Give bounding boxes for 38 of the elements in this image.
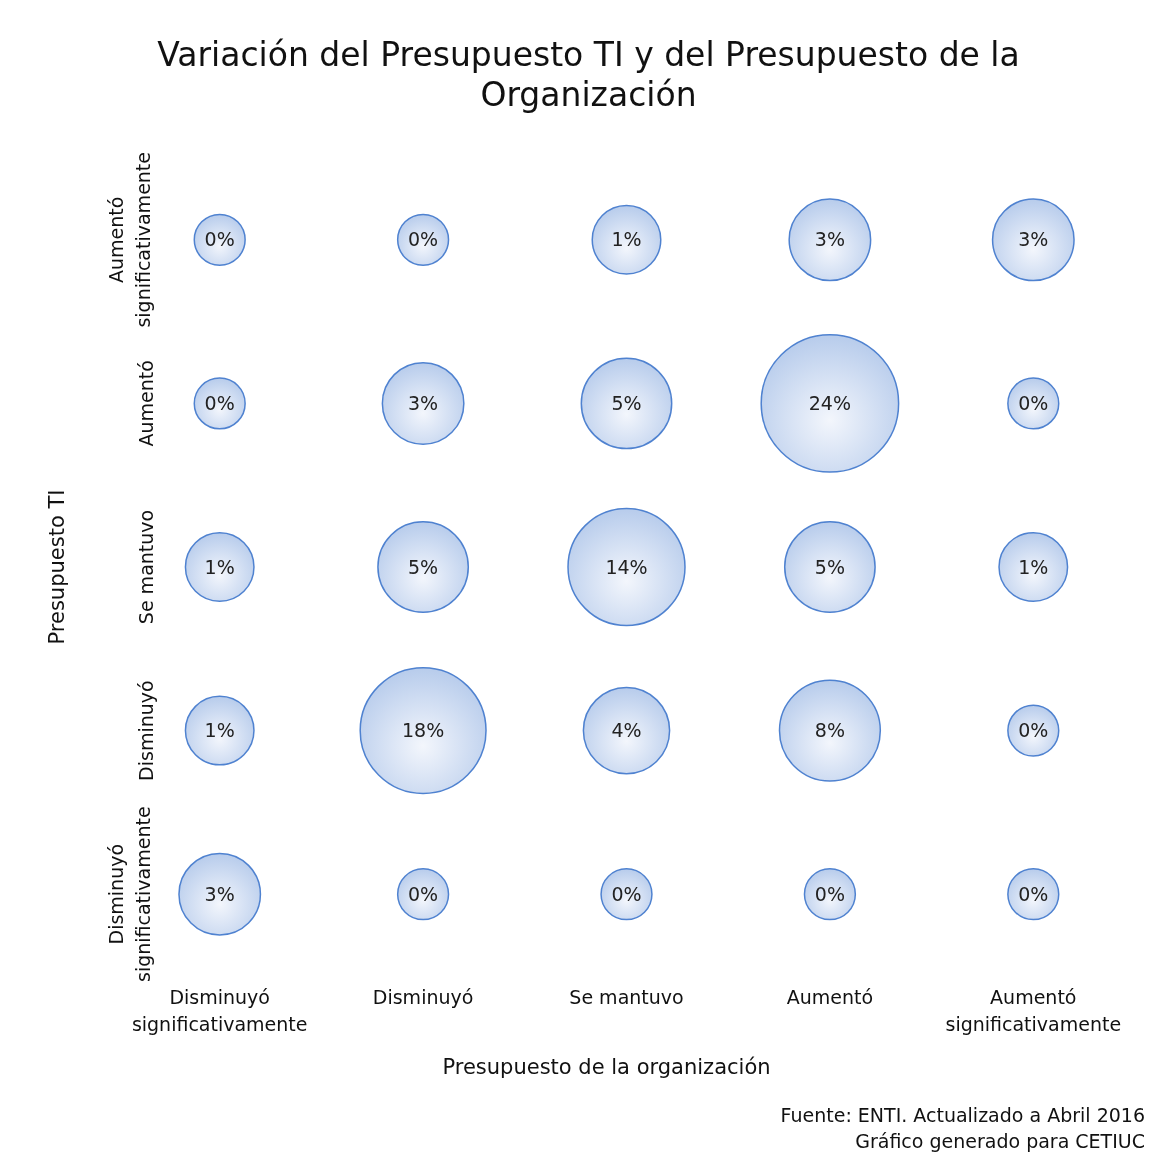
- y-tick-label: Se mantuvo: [135, 509, 157, 625]
- data-label: 24%: [808, 392, 852, 415]
- data-label: 18%: [401, 719, 445, 742]
- data-label: 5%: [408, 555, 439, 578]
- x-tick-label: Se mantuvo: [569, 986, 684, 1008]
- data-label: 5%: [611, 392, 642, 415]
- data-label: 0%: [204, 228, 235, 251]
- x-axis-title: Presupuesto de la organización: [442, 1055, 771, 1079]
- data-label: 0%: [204, 392, 235, 415]
- y-tick-label: Disminuyó: [135, 680, 157, 781]
- data-label: 5%: [814, 555, 845, 578]
- x-tick-label: Aumentó: [786, 986, 874, 1008]
- y-tick-label: Aumentó: [135, 360, 157, 447]
- data-label: 3%: [1018, 228, 1049, 251]
- y-axis-title: Presupuesto TI: [45, 489, 69, 645]
- x-tick-label: Disminuyó: [372, 986, 474, 1008]
- data-label: 8%: [814, 719, 845, 742]
- data-label: 0%: [1018, 392, 1049, 415]
- source-note: Fuente: ENTI. Actualizado a Abril 2016: [780, 1104, 1145, 1126]
- data-label: 3%: [814, 228, 845, 251]
- data-label: 3%: [408, 392, 439, 415]
- data-label: 1%: [204, 555, 235, 578]
- data-label: 14%: [605, 555, 648, 578]
- data-label: 1%: [204, 719, 235, 742]
- y-tick-label: Aumentó significativamente: [105, 151, 154, 328]
- chart-title: Variación del Presupuesto TI y del Presupuesto de la Organización: [157, 35, 1020, 114]
- data-label: 1%: [1018, 555, 1049, 578]
- data-label: 0%: [1018, 882, 1049, 905]
- data-label: 4%: [611, 719, 642, 742]
- data-label: 0%: [814, 882, 845, 905]
- data-label: 0%: [408, 228, 439, 251]
- data-label: 0%: [611, 882, 642, 905]
- x-tick-label: Aumentó significativamente: [945, 986, 1122, 1035]
- data-label: 0%: [408, 882, 439, 905]
- data-label: 3%: [204, 882, 235, 905]
- text: Gráfico generado para CETIUC: [855, 1130, 1145, 1152]
- data-label: 1%: [611, 228, 642, 251]
- data-label: 0%: [1018, 719, 1049, 742]
